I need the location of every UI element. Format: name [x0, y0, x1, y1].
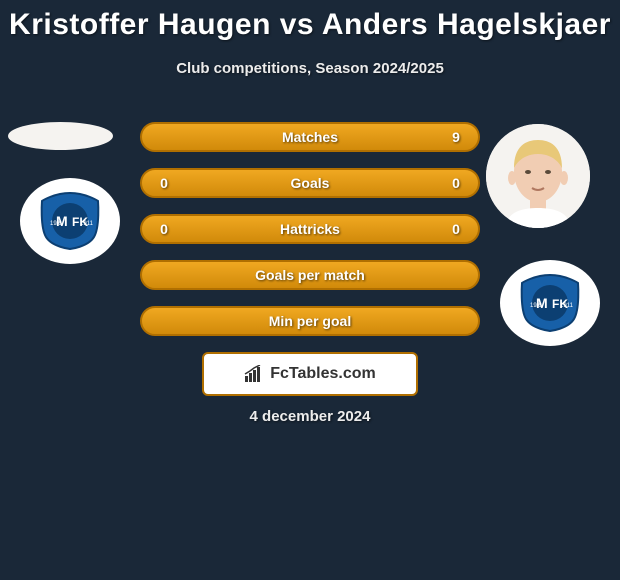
brand-label: FcTables.com — [270, 365, 376, 383]
player-portrait-icon — [486, 124, 590, 228]
comparison-card: Kristoffer Haugen vs Anders Hagelskjaer … — [0, 0, 620, 580]
stat-label: Matches — [142, 129, 478, 145]
molde-fk-logo-icon: M FK 19/6 1911 — [36, 191, 104, 251]
club-badge: M FK 19/6 1911 — [500, 260, 600, 346]
club-badge: M FK 19/6 1911 — [20, 178, 120, 264]
brand-attribution[interactable]: FcTables.com — [202, 352, 418, 396]
player-right-photo — [486, 124, 590, 228]
svg-text:19/6: 19/6 — [530, 303, 542, 309]
stat-label: Hattricks — [142, 221, 478, 237]
stat-row-min-per-goal: Min per goal — [140, 306, 480, 336]
svg-text:19/6: 19/6 — [50, 221, 62, 227]
player-right-club-badge: M FK 19/6 1911 — [500, 260, 600, 346]
bar-chart-icon — [244, 365, 264, 383]
stat-label: Goals per match — [142, 267, 478, 283]
stat-label: Goals — [142, 175, 478, 191]
svg-text:1911: 1911 — [80, 221, 94, 227]
svg-text:1911: 1911 — [560, 303, 574, 309]
molde-fk-logo-icon: M FK 19/6 1911 — [516, 273, 584, 333]
stat-row-matches: Matches 9 — [140, 122, 480, 152]
subtitle: Club competitions, Season 2024/2025 — [0, 60, 620, 77]
player-left-club-badge: M FK 19/6 1911 — [20, 178, 120, 264]
stat-row-goals-per-match: Goals per match — [140, 260, 480, 290]
stats-list: Matches 9 0 Goals 0 0 Hattricks 0 Goals … — [140, 122, 480, 352]
stat-row-goals: 0 Goals 0 — [140, 168, 480, 198]
player-left-photo — [8, 122, 113, 150]
date-label: 4 december 2024 — [0, 408, 620, 425]
page-title: Kristoffer Haugen vs Anders Hagelskjaer — [0, 0, 620, 42]
stat-row-hattricks: 0 Hattricks 0 — [140, 214, 480, 244]
stat-label: Min per goal — [142, 313, 478, 329]
